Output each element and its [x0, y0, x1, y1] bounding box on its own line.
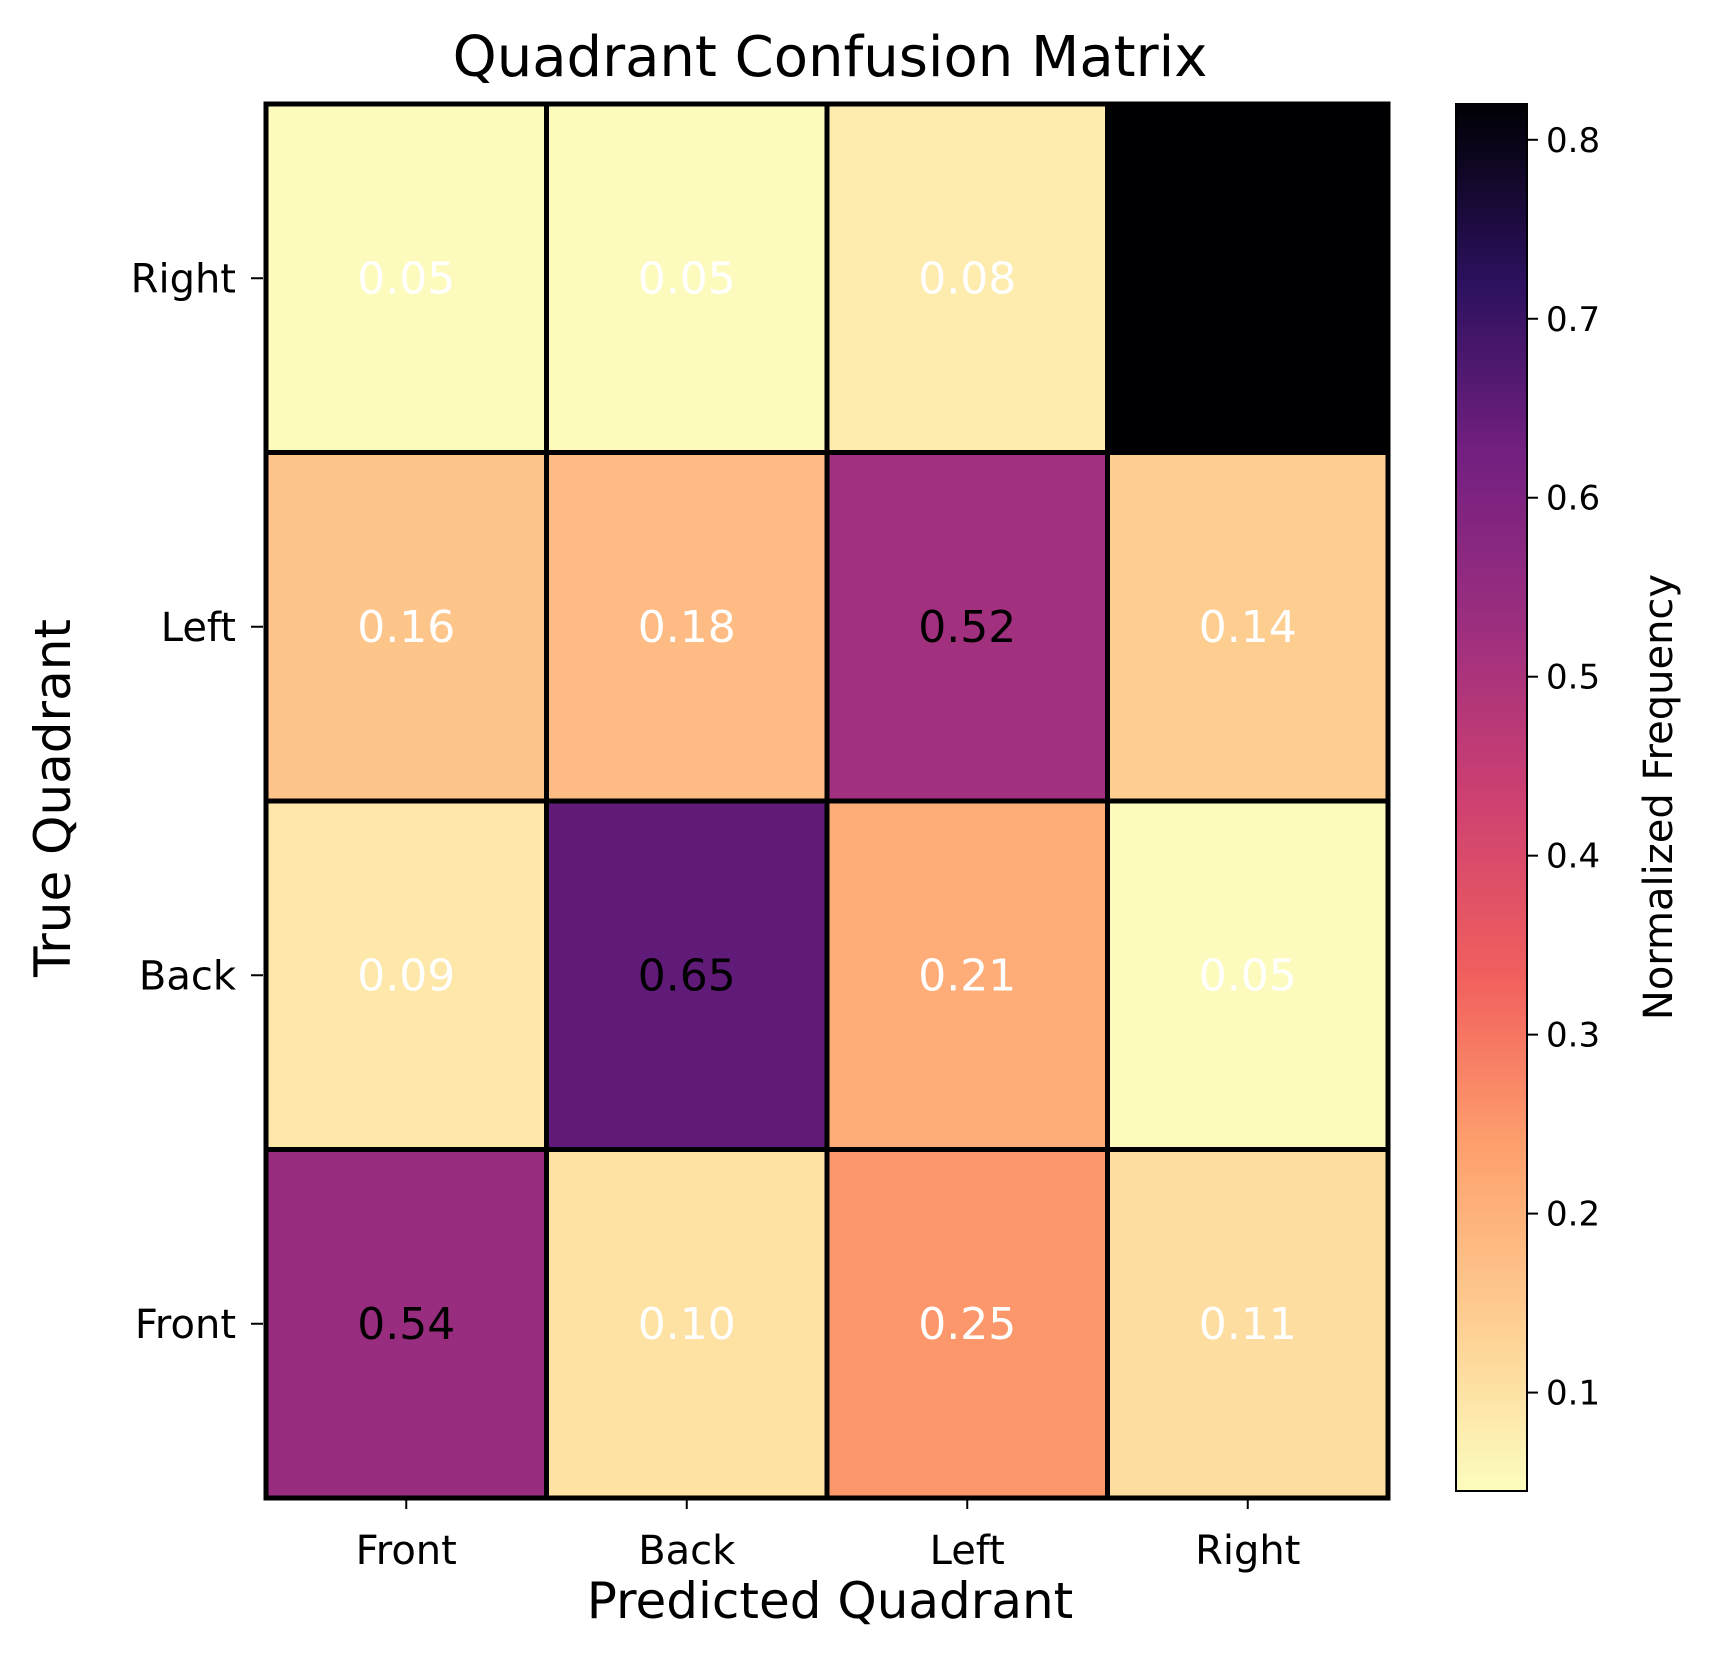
colorbar: [1455, 103, 1528, 1492]
colorbar-tick-label: 0.6: [1546, 479, 1600, 519]
x-tick-label: Left: [930, 1528, 1005, 1574]
colorbar-tick-label: 0.5: [1546, 658, 1600, 698]
colorbar-tick-label: 0.4: [1546, 837, 1600, 877]
colorbar-tick-label: 0.2: [1546, 1195, 1600, 1235]
heatmap-cells: [263, 101, 1391, 1501]
y-tick-label: Left: [161, 605, 236, 651]
heatmap-cell: [544, 101, 830, 455]
cell-value-label: 0.05: [1199, 950, 1297, 1001]
cell-value-label: 0.09: [357, 950, 455, 1001]
heatmap-cell: [1105, 101, 1391, 455]
y-axis-ticks: Right Left Back Front: [131, 256, 263, 1348]
x-tick-label: Back: [638, 1528, 736, 1574]
x-tick-label: Right: [1195, 1528, 1300, 1574]
colorbar-tick-label: 0.8: [1546, 121, 1600, 161]
y-axis-label: True Quadrant: [24, 619, 82, 978]
cell-value-label: 0.18: [638, 602, 736, 653]
chart-title: Quadrant Confusion Matrix: [453, 25, 1208, 90]
cell-value-label: 0.14: [1199, 602, 1297, 653]
colorbar-ticks: 0.1 0.2 0.3 0.4 0.5 0.6 0.7 0.8: [1527, 121, 1600, 1414]
cell-value-labels: 0.05 0.05 0.08 0.16 0.18 0.52 0.14 0.09 0.65 0.21…: [357, 253, 1296, 1350]
cell-value-label: 0.05: [357, 253, 455, 304]
cell-value-label: 0.25: [918, 1299, 1016, 1350]
y-tick-label: Right: [131, 256, 236, 302]
x-tick-label: Front: [356, 1528, 457, 1574]
cell-value-label: 0.16: [357, 602, 455, 653]
heatmap-cell: [824, 798, 1110, 1152]
heatmap-cell: [263, 798, 549, 1152]
cell-value-label: 0.54: [357, 1299, 455, 1350]
heatmap-cell: [263, 1147, 549, 1501]
cell-value-label: 0.52: [918, 602, 1016, 653]
x-axis-ticks: Front Back Left Right: [356, 1497, 1300, 1574]
cell-value-label: 0.08: [918, 253, 1016, 304]
cell-value-label: 0.11: [1199, 1299, 1297, 1350]
heatmap-cell: [263, 450, 549, 804]
cell-value-label: 0.21: [918, 950, 1016, 1001]
heatmap-cell: [1105, 798, 1391, 1152]
y-tick-label: Back: [139, 953, 237, 999]
y-tick-label: Front: [135, 1302, 236, 1348]
cell-value-label: 0.05: [638, 253, 736, 304]
heatmap-cell: [824, 101, 1110, 455]
heatmap-cell: [824, 450, 1110, 804]
colorbar-label: Normalized Frequency: [1636, 574, 1682, 1020]
colorbar-tick-label: 0.7: [1546, 300, 1600, 340]
cell-value-label: 0.10: [638, 1299, 736, 1350]
heatmap-cell: [824, 1147, 1110, 1501]
colorbar-tick-label: 0.1: [1546, 1374, 1600, 1414]
cell-value-label: 0.65: [638, 950, 736, 1001]
heatmap-cell: [263, 101, 549, 455]
colorbar-tick-label: 0.3: [1546, 1016, 1600, 1056]
x-axis-label: Predicted Quadrant: [587, 1572, 1074, 1630]
